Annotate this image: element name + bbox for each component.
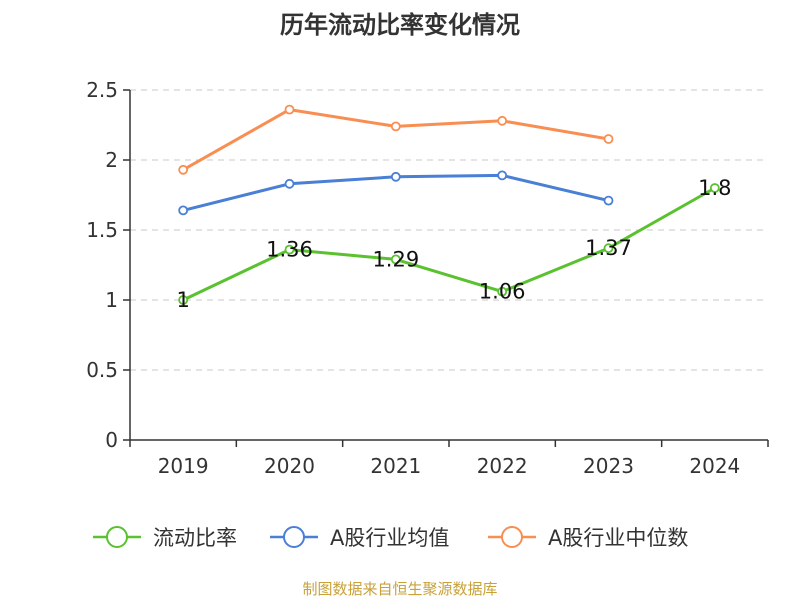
data-point[interactable] — [709, 183, 720, 193]
data-point[interactable] — [178, 295, 189, 305]
data-label: 1.29 — [372, 247, 419, 271]
series-layer — [178, 104, 720, 305]
source-note: 制图数据来自恒生聚源数据库 — [302, 580, 497, 598]
data-point[interactable] — [390, 171, 401, 182]
data-point[interactable] — [497, 115, 508, 126]
y-tick-label: 1 — [105, 288, 118, 312]
legend-label: 流动比率 — [153, 526, 237, 550]
chart-title: 历年流动比率变化情况 — [280, 11, 520, 39]
data-point[interactable] — [497, 170, 508, 181]
data-point[interactable] — [178, 164, 189, 175]
legend-marker — [501, 526, 523, 548]
data-label: 1.8 — [698, 176, 731, 200]
data-point[interactable] — [603, 134, 614, 144]
legend-marker — [283, 526, 305, 548]
data-label: 1.06 — [479, 280, 526, 304]
data-point[interactable] — [390, 254, 401, 265]
data-label: 1 — [176, 288, 189, 312]
data-point[interactable] — [284, 104, 295, 115]
data-point[interactable] — [497, 286, 508, 297]
data-point[interactable] — [178, 205, 189, 216]
data-point[interactable] — [284, 244, 295, 255]
y-tick-label: 0 — [105, 428, 118, 452]
data-label: 1.36 — [266, 238, 313, 262]
x-tick-label: 2019 — [158, 454, 209, 478]
y-tick-label: 1.5 — [86, 218, 118, 242]
series-line — [182, 108, 609, 172]
legend-label: A股行业中位数 — [548, 526, 688, 550]
data-label: 1.37 — [585, 236, 632, 260]
series-line — [182, 186, 716, 302]
legend-item[interactable]: A股行业中位数 — [488, 526, 688, 550]
legend-item[interactable]: 流动比率 — [93, 526, 237, 550]
axes: 0 0.5 1 1.5 2 2.5 2019 2020 2021 2022 2023 2024 — [86, 78, 769, 478]
grid-lines — [130, 89, 768, 371]
data-labels: 1 1.36 1.29 1.06 1.37 1.8 — [176, 176, 731, 312]
legend-marker — [106, 526, 128, 548]
x-tick-label: 2021 — [370, 454, 421, 478]
legend-label: A股行业均值 — [330, 526, 449, 550]
y-tick-label: 2.5 — [86, 78, 118, 102]
data-point[interactable] — [603, 195, 614, 206]
x-tick-label: 2022 — [477, 454, 528, 478]
legend[interactable]: 流动比率 A股行业均值 A股行业中位数 — [93, 526, 688, 550]
data-point[interactable] — [390, 121, 401, 132]
x-tick-label: 2024 — [689, 454, 740, 478]
y-tick-label: 0.5 — [86, 358, 118, 382]
y-tick-label: 2 — [105, 148, 118, 172]
legend-item[interactable]: A股行业均值 — [270, 526, 449, 550]
data-point[interactable] — [284, 178, 295, 189]
x-tick-label: 2020 — [264, 454, 315, 478]
x-tick-label: 2023 — [583, 454, 634, 478]
data-point[interactable] — [603, 243, 614, 254]
